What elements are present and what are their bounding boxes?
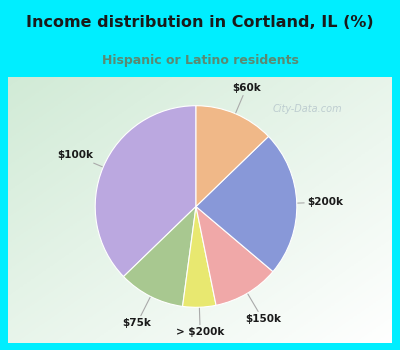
Text: $200k: $200k — [298, 197, 343, 207]
Text: Hispanic or Latino residents: Hispanic or Latino residents — [102, 54, 298, 67]
Text: > $200k: > $200k — [176, 308, 224, 337]
Text: $100k: $100k — [57, 150, 102, 167]
Text: $150k: $150k — [245, 294, 281, 324]
Wedge shape — [196, 106, 268, 206]
Wedge shape — [196, 206, 273, 305]
Text: $75k: $75k — [122, 298, 151, 328]
Text: $60k: $60k — [232, 83, 261, 113]
Wedge shape — [95, 106, 196, 276]
Wedge shape — [124, 206, 196, 306]
Wedge shape — [196, 136, 297, 272]
Text: Income distribution in Cortland, IL (%): Income distribution in Cortland, IL (%) — [26, 15, 374, 30]
Text: City-Data.com: City-Data.com — [273, 104, 342, 114]
Wedge shape — [182, 206, 216, 307]
